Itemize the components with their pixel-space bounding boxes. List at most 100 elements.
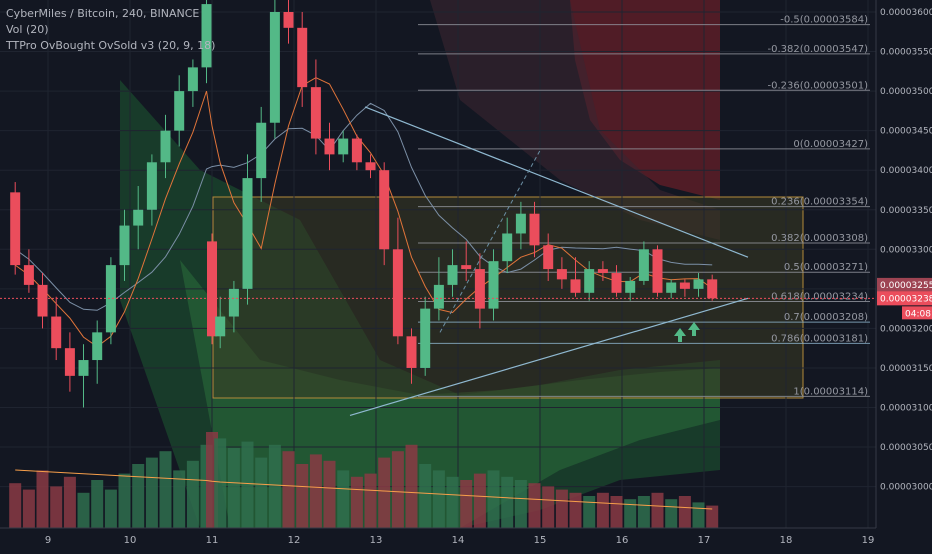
candle-body[interactable] bbox=[584, 269, 595, 293]
volume-bar bbox=[132, 464, 145, 528]
candle-body[interactable] bbox=[597, 269, 608, 274]
current-price-badge bbox=[877, 291, 932, 306]
candle-body[interactable] bbox=[406, 336, 417, 368]
buy-arrow-icon bbox=[688, 322, 700, 336]
candle-body[interactable] bbox=[420, 308, 431, 368]
volume-bar bbox=[227, 448, 240, 528]
candle-body[interactable] bbox=[638, 249, 649, 281]
slow-moving-average bbox=[14, 102, 713, 311]
candle-body[interactable] bbox=[392, 249, 403, 337]
volume-bar bbox=[296, 464, 309, 528]
candle-body[interactable] bbox=[379, 170, 390, 250]
candle-body[interactable] bbox=[324, 138, 335, 155]
candle-body[interactable] bbox=[256, 122, 267, 179]
volume-bar bbox=[91, 480, 104, 528]
volume-bar bbox=[282, 451, 295, 528]
price-axis-label: 0.00003300 bbox=[880, 245, 932, 255]
candle-body[interactable] bbox=[215, 316, 226, 337]
volume-bar bbox=[419, 464, 432, 528]
candle-body[interactable] bbox=[269, 12, 280, 123]
candle-body[interactable] bbox=[105, 265, 116, 333]
volume-bar bbox=[514, 480, 527, 528]
volume-bar bbox=[159, 451, 172, 528]
candle-body[interactable] bbox=[207, 241, 217, 337]
volume-bar bbox=[145, 457, 158, 528]
candle-body[interactable] bbox=[570, 279, 581, 293]
candle-body[interactable] bbox=[310, 87, 321, 139]
fib-level-label: 1(0.00003114) bbox=[793, 386, 868, 397]
candle-body[interactable] bbox=[365, 162, 376, 171]
volume-bar bbox=[337, 470, 350, 528]
candle-body[interactable] bbox=[228, 288, 239, 317]
descending-trendline[interactable] bbox=[364, 106, 749, 258]
candle-body[interactable] bbox=[297, 27, 308, 88]
candle-body[interactable] bbox=[652, 249, 663, 293]
candle-body[interactable] bbox=[133, 209, 144, 226]
volume-bar bbox=[473, 473, 486, 528]
fib-level-label: -0.5(0.00003584) bbox=[780, 15, 868, 26]
candles-layer[interactable] bbox=[10, 0, 718, 408]
candle-body[interactable] bbox=[693, 279, 704, 289]
candle-body[interactable] bbox=[611, 273, 622, 293]
volume-bar bbox=[378, 457, 391, 528]
candle-body[interactable] bbox=[433, 284, 444, 309]
candle-body[interactable] bbox=[187, 67, 198, 92]
candle-body[interactable] bbox=[529, 213, 540, 246]
candle-body[interactable] bbox=[707, 279, 718, 299]
volume-layer bbox=[9, 432, 719, 528]
candle-body[interactable] bbox=[10, 192, 21, 266]
volume-bar bbox=[706, 505, 719, 528]
candle-body[interactable] bbox=[461, 265, 472, 270]
volume-bar bbox=[405, 444, 418, 528]
candle-body[interactable] bbox=[174, 91, 185, 131]
time-axis-label: 13 bbox=[370, 535, 383, 546]
volume-bar bbox=[173, 470, 186, 528]
candle-body[interactable] bbox=[679, 282, 690, 289]
trendline-layer[interactable] bbox=[349, 106, 749, 416]
volume-bar bbox=[36, 470, 49, 528]
time-axis[interactable]: 9 10 11 12 13 14 15 16 17 18 19 bbox=[0, 527, 932, 550]
candle-body[interactable] bbox=[160, 130, 171, 163]
candle-body[interactable] bbox=[146, 162, 157, 210]
rectangle-layer bbox=[212, 196, 804, 399]
candle-body[interactable] bbox=[51, 316, 62, 349]
candle-body[interactable] bbox=[92, 332, 103, 361]
time-axis-label: 12 bbox=[288, 535, 301, 546]
ascending-trendline[interactable] bbox=[349, 297, 749, 416]
consolidation-rectangle[interactable] bbox=[212, 196, 804, 399]
volume-indicator-title[interactable]: Vol (20) bbox=[6, 23, 49, 36]
candle-body[interactable] bbox=[283, 12, 294, 28]
candle-body[interactable] bbox=[351, 138, 362, 163]
fib-retracement-layer[interactable]: -0.5(0.00003584) -0.382(0.00003547) -0.236… bbox=[418, 15, 870, 398]
time-axis-bg bbox=[0, 528, 932, 550]
candle-body[interactable] bbox=[515, 213, 526, 234]
candle-body[interactable] bbox=[488, 261, 499, 309]
symbol-title[interactable]: CyberMiles / Bitcoin, 240, BINANCE bbox=[6, 7, 200, 20]
candle-body[interactable] bbox=[543, 245, 554, 270]
candle-body[interactable] bbox=[556, 269, 567, 280]
candle-body[interactable] bbox=[37, 284, 48, 317]
candle-body[interactable] bbox=[201, 4, 212, 68]
candle-body[interactable] bbox=[625, 280, 636, 293]
volume-bar bbox=[118, 473, 131, 528]
candle-body[interactable] bbox=[23, 265, 34, 285]
volume-bar bbox=[569, 492, 582, 528]
candle-body[interactable] bbox=[78, 360, 89, 376]
candle-body[interactable] bbox=[242, 178, 253, 289]
candle-body[interactable] bbox=[338, 138, 349, 155]
candle-body[interactable] bbox=[119, 225, 130, 266]
ttpro-indicator-title[interactable]: TTPro OvBought OvSold v3 (20, 9, 18) bbox=[6, 39, 216, 52]
candle-body[interactable] bbox=[666, 282, 677, 293]
candle-body[interactable] bbox=[474, 269, 485, 309]
volume-bar bbox=[446, 476, 459, 528]
fib-level-label: -0.236(0.00003501) bbox=[768, 80, 869, 91]
fib-level-label: 0.7(0.00003208) bbox=[784, 312, 868, 323]
price-axis-label: 0.00003500 bbox=[880, 87, 932, 97]
candle-body[interactable] bbox=[447, 265, 458, 285]
price-axis-label: 0.00003100 bbox=[880, 404, 932, 414]
candle-body[interactable] bbox=[502, 233, 513, 262]
candle-body[interactable] bbox=[64, 348, 75, 376]
